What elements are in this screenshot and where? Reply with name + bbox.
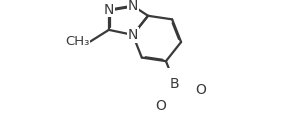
Text: N: N: [128, 0, 138, 13]
Text: B: B: [170, 77, 180, 91]
Text: O: O: [195, 83, 206, 97]
Text: O: O: [155, 99, 166, 113]
Text: CH₃: CH₃: [65, 35, 90, 48]
Text: N: N: [128, 28, 138, 42]
Text: N: N: [104, 3, 114, 17]
